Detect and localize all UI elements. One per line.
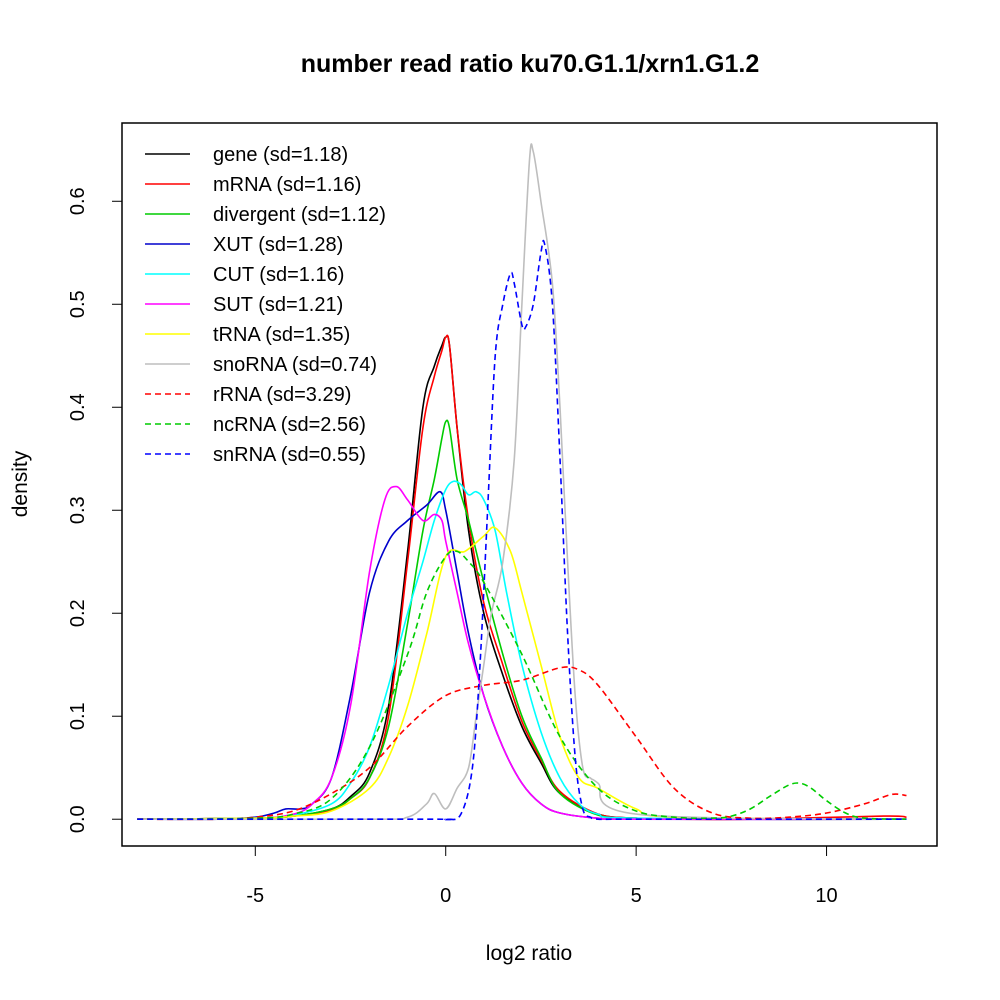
y-axis-label: density xyxy=(9,450,32,517)
chart-title: number read ratio ku70.G1.1/xrn1.G1.2 xyxy=(301,50,760,78)
y-tick-label: 0.6 xyxy=(67,187,89,215)
y-tick-label: 0.4 xyxy=(67,393,89,421)
legend-label: CUT (sd=1.16) xyxy=(213,264,344,286)
legend-label: gene (sd=1.18) xyxy=(213,144,348,166)
x-axis: -5 0 5 10 xyxy=(246,845,838,907)
series-line-7 xyxy=(137,143,907,821)
series-line-6 xyxy=(137,526,907,820)
x-tick-label: -5 xyxy=(246,885,264,907)
series-line-5 xyxy=(137,485,907,821)
series-line-1 xyxy=(137,334,907,821)
series-line-2 xyxy=(137,419,907,821)
legend-label: rRNA (sd=3.29) xyxy=(213,384,351,406)
y-tick-label: 0.2 xyxy=(67,599,89,627)
density-curves xyxy=(137,143,907,821)
x-tick-label: 5 xyxy=(631,885,642,907)
series-line-4 xyxy=(137,480,907,820)
legend-label: snRNA (sd=0.55) xyxy=(213,444,366,466)
legend-label: ncRNA (sd=2.56) xyxy=(213,414,366,436)
series-line-0 xyxy=(137,334,907,821)
legend-label: tRNA (sd=1.35) xyxy=(213,324,350,346)
legend-label: SUT (sd=1.21) xyxy=(213,294,343,316)
y-tick-label: 0.1 xyxy=(67,702,89,730)
y-axis: 0.0 0.1 0.2 0.3 0.4 0.5 0.6 xyxy=(67,187,123,833)
y-tick-label: 0.0 xyxy=(67,805,89,833)
legend-label: divergent (sd=1.12) xyxy=(213,204,386,226)
y-tick-label: 0.3 xyxy=(67,496,89,524)
y-tick-label: 0.5 xyxy=(67,290,89,318)
legend-label: XUT (sd=1.28) xyxy=(213,234,343,256)
x-tick-label: 0 xyxy=(440,885,451,907)
x-axis-label: log2 ratio xyxy=(486,942,572,965)
x-tick-label: 10 xyxy=(815,885,837,907)
legend-label: snoRNA (sd=0.74) xyxy=(213,354,377,376)
series-line-10 xyxy=(137,239,907,821)
legend-label: mRNA (sd=1.16) xyxy=(213,174,361,196)
legend: gene (sd=1.18) mRNA (sd=1.16) divergent (s… xyxy=(145,144,386,466)
series-line-8 xyxy=(137,666,907,821)
